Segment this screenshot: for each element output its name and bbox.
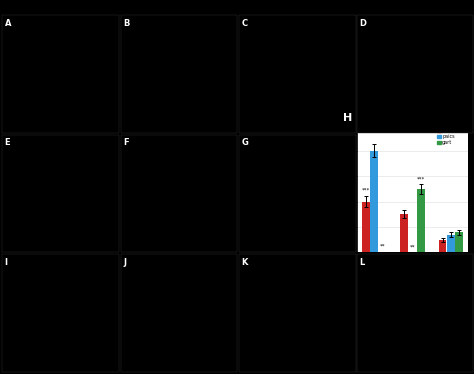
- Text: I: I: [5, 258, 8, 267]
- Text: **: **: [410, 245, 415, 250]
- Bar: [370, 151, 378, 252]
- Title: Percent BrdU⁺ Cells: Percent BrdU⁺ Cells: [375, 116, 450, 125]
- Text: L: L: [359, 258, 365, 267]
- Text: K: K: [242, 258, 248, 267]
- Text: **: **: [380, 243, 385, 249]
- Bar: [447, 234, 455, 252]
- Text: A: A: [5, 19, 11, 28]
- Bar: [362, 202, 370, 252]
- Legend: Wild-type, paics, gart: Wild-type, paics, gart: [436, 128, 466, 145]
- Text: ***: ***: [362, 188, 370, 193]
- Bar: [456, 232, 463, 252]
- Text: C: C: [242, 19, 248, 28]
- Bar: [401, 214, 408, 252]
- Bar: [438, 240, 447, 252]
- Text: G: G: [242, 138, 249, 147]
- Text: F: F: [123, 138, 129, 147]
- Text: H: H: [343, 113, 352, 123]
- Text: E: E: [5, 138, 10, 147]
- Bar: [417, 189, 425, 252]
- Text: B: B: [123, 19, 129, 28]
- Text: D: D: [359, 19, 366, 28]
- Text: J: J: [123, 258, 126, 267]
- Text: ***: ***: [417, 176, 425, 181]
